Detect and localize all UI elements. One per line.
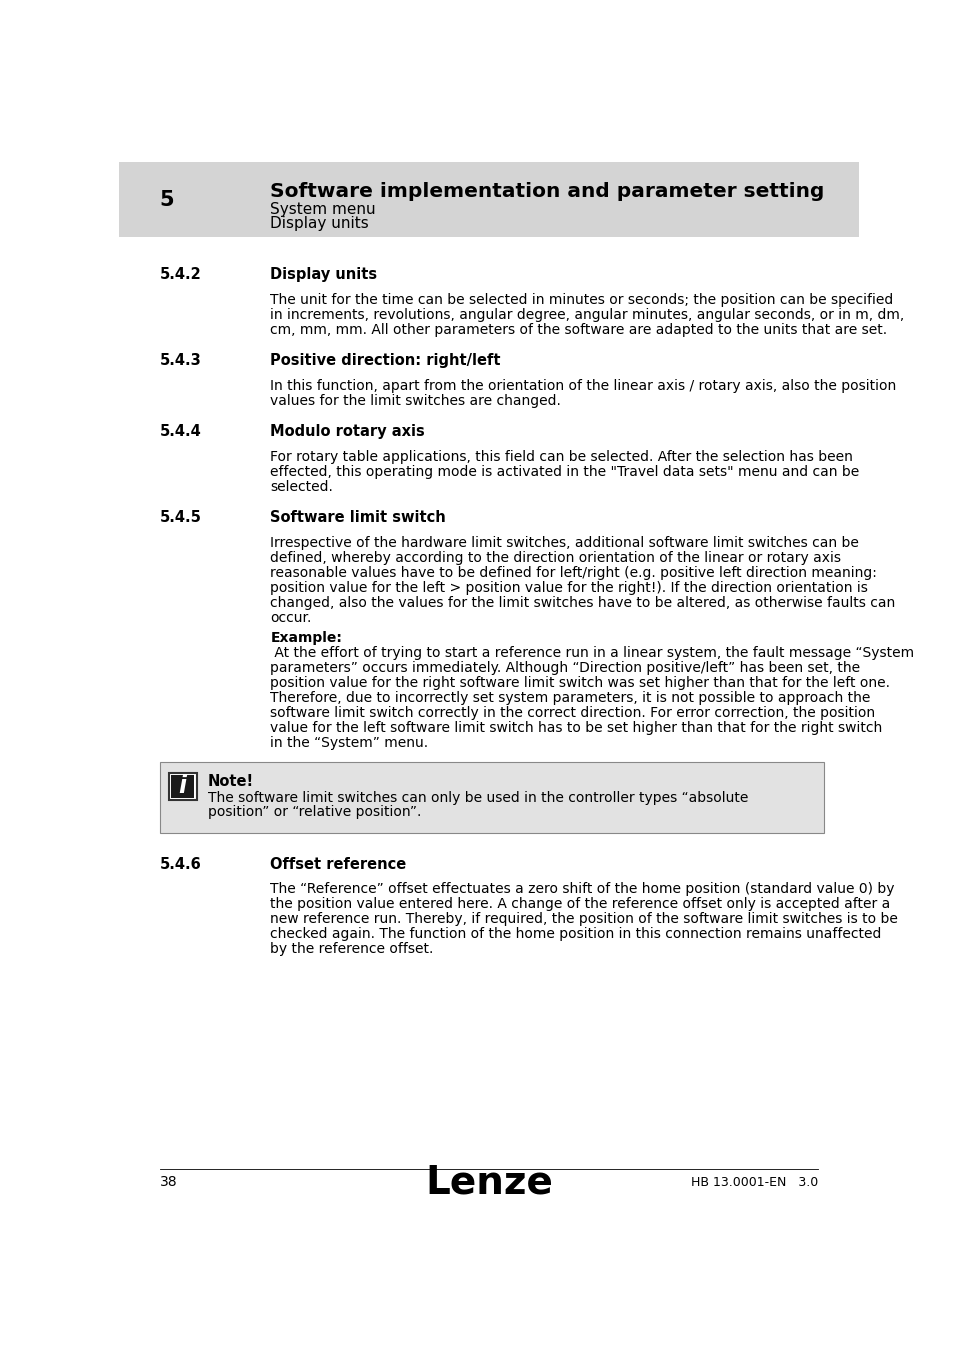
Text: System menu: System menu (270, 202, 375, 217)
Text: effected, this operating mode is activated in the "Travel data sets" menu and ca: effected, this operating mode is activat… (270, 464, 859, 479)
Text: Software implementation and parameter setting: Software implementation and parameter se… (270, 182, 824, 201)
Text: reasonable values have to be defined for left/right (e.g. positive left directio: reasonable values have to be defined for… (270, 566, 877, 580)
Text: For rotary table applications, this field can be selected. After the selection h: For rotary table applications, this fiel… (270, 450, 852, 464)
Text: changed, also the values for the limit switches have to be altered, as otherwise: changed, also the values for the limit s… (270, 597, 895, 610)
Text: defined, whereby according to the direction orientation of the linear or rotary : defined, whereby according to the direct… (270, 551, 841, 566)
Text: the position value entered here. A change of the reference offset only is accept: the position value entered here. A chang… (270, 898, 890, 911)
Text: parameters” occurs immediately. Although “Direction positive/left” has been set,: parameters” occurs immediately. Although… (270, 662, 860, 675)
Text: 5.4.6: 5.4.6 (159, 856, 201, 872)
Text: Offset reference: Offset reference (270, 856, 406, 872)
Text: At the effort of trying to start a reference run in a linear system, the fault m: At the effort of trying to start a refer… (270, 645, 914, 660)
Text: 5.4.5: 5.4.5 (159, 510, 201, 525)
Text: Note!: Note! (208, 774, 253, 790)
Text: 5: 5 (159, 190, 174, 209)
Text: In this function, apart from the orientation of the linear axis / rotary axis, a: In this function, apart from the orienta… (270, 379, 896, 393)
Text: The “Reference” offset effectuates a zero shift of the home position (standard v: The “Reference” offset effectuates a zer… (270, 883, 894, 896)
Bar (169, 772, 196, 801)
Text: position value for the right software limit switch was set higher than that for : position value for the right software li… (270, 676, 889, 690)
Text: selected.: selected. (270, 481, 333, 494)
Text: new reference run. Thereby, if required, the position of the software limit swit: new reference run. Thereby, if required,… (270, 913, 898, 926)
Bar (119, 162, 858, 238)
Text: Display units: Display units (270, 216, 369, 231)
Text: by the reference offset.: by the reference offset. (270, 942, 434, 956)
Text: i: i (178, 775, 187, 798)
Text: 5.4.2: 5.4.2 (159, 267, 201, 282)
Text: 5.4.3: 5.4.3 (159, 352, 201, 369)
Text: software limit switch correctly in the correct direction. For error correction, : software limit switch correctly in the c… (270, 706, 875, 720)
Text: in the “System” menu.: in the “System” menu. (270, 736, 428, 751)
Text: values for the limit switches are changed.: values for the limit switches are change… (270, 394, 560, 408)
Text: Software limit switch: Software limit switch (270, 510, 446, 525)
Text: in increments, revolutions, angular degree, angular minutes, angular seconds, or: in increments, revolutions, angular degr… (270, 308, 903, 321)
Text: position” or “relative position”.: position” or “relative position”. (208, 806, 420, 819)
Text: value for the left software limit switch has to be set higher than that for the : value for the left software limit switch… (270, 721, 882, 734)
Text: checked again. The function of the home position in this connection remains unaf: checked again. The function of the home … (270, 927, 881, 941)
Text: cm, mm, mm. All other parameters of the software are adapted to the units that a: cm, mm, mm. All other parameters of the … (270, 323, 886, 336)
Text: Irrespective of the hardware limit switches, additional software limit switches : Irrespective of the hardware limit switc… (270, 536, 859, 551)
Text: 38: 38 (159, 1176, 177, 1189)
Text: occur.: occur. (270, 612, 312, 625)
Text: The software limit switches can only be used in the controller types “absolute: The software limit switches can only be … (208, 791, 747, 805)
Bar (159, 761, 823, 833)
Text: HB 13.0001-EN   3.0: HB 13.0001-EN 3.0 (690, 1176, 818, 1189)
Text: position value for the left > position value for the right!). If the direction o: position value for the left > position v… (270, 582, 867, 595)
Text: 5.4.4: 5.4.4 (159, 424, 201, 439)
Text: Display units: Display units (270, 267, 377, 282)
Text: Modulo rotary axis: Modulo rotary axis (270, 424, 425, 439)
Text: Lenze: Lenze (424, 1164, 553, 1202)
Text: Example:: Example: (270, 630, 342, 645)
Bar (171, 775, 194, 798)
Text: Therefore, due to incorrectly set system parameters, it is not possible to appro: Therefore, due to incorrectly set system… (270, 691, 870, 705)
Text: Positive direction: right/left: Positive direction: right/left (270, 352, 500, 369)
Text: The unit for the time can be selected in minutes or seconds; the position can be: The unit for the time can be selected in… (270, 293, 893, 306)
